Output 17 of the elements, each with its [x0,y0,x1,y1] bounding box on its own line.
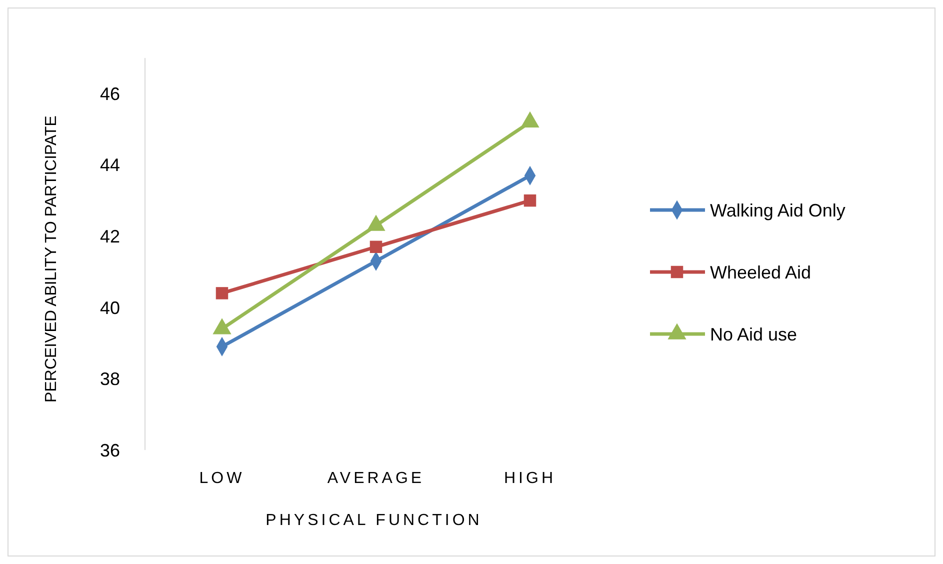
x-tick-label: HIGH [504,470,556,487]
y-axis-title: PERCEIVED ABILITY TO PARTICIPATE [43,116,60,402]
point [370,240,382,253]
y-tick-label: 36 [100,440,120,460]
x-tick-label: LOW [199,470,245,487]
y-tick-label: 42 [100,226,120,246]
y-tick-label: 46 [100,84,120,104]
y-tick-label: 44 [100,155,120,176]
legend-label: No Aid use [710,324,798,344]
y-tick-label: 40 [100,298,120,318]
point [216,287,228,300]
x-tick-label: AVERAGE [327,470,425,487]
y-tick-label: 38 [100,369,120,390]
legend-label: Wheeled Aid [710,262,812,282]
point [524,194,536,207]
x-axis-title: PHYSICAL FUNCTION [266,512,482,529]
legend-label: Walking Aid Only [710,200,846,220]
